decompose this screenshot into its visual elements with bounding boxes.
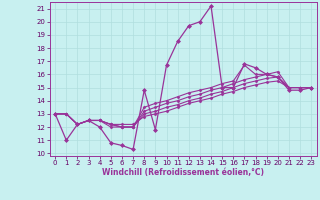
X-axis label: Windchill (Refroidissement éolien,°C): Windchill (Refroidissement éolien,°C)	[102, 168, 264, 177]
